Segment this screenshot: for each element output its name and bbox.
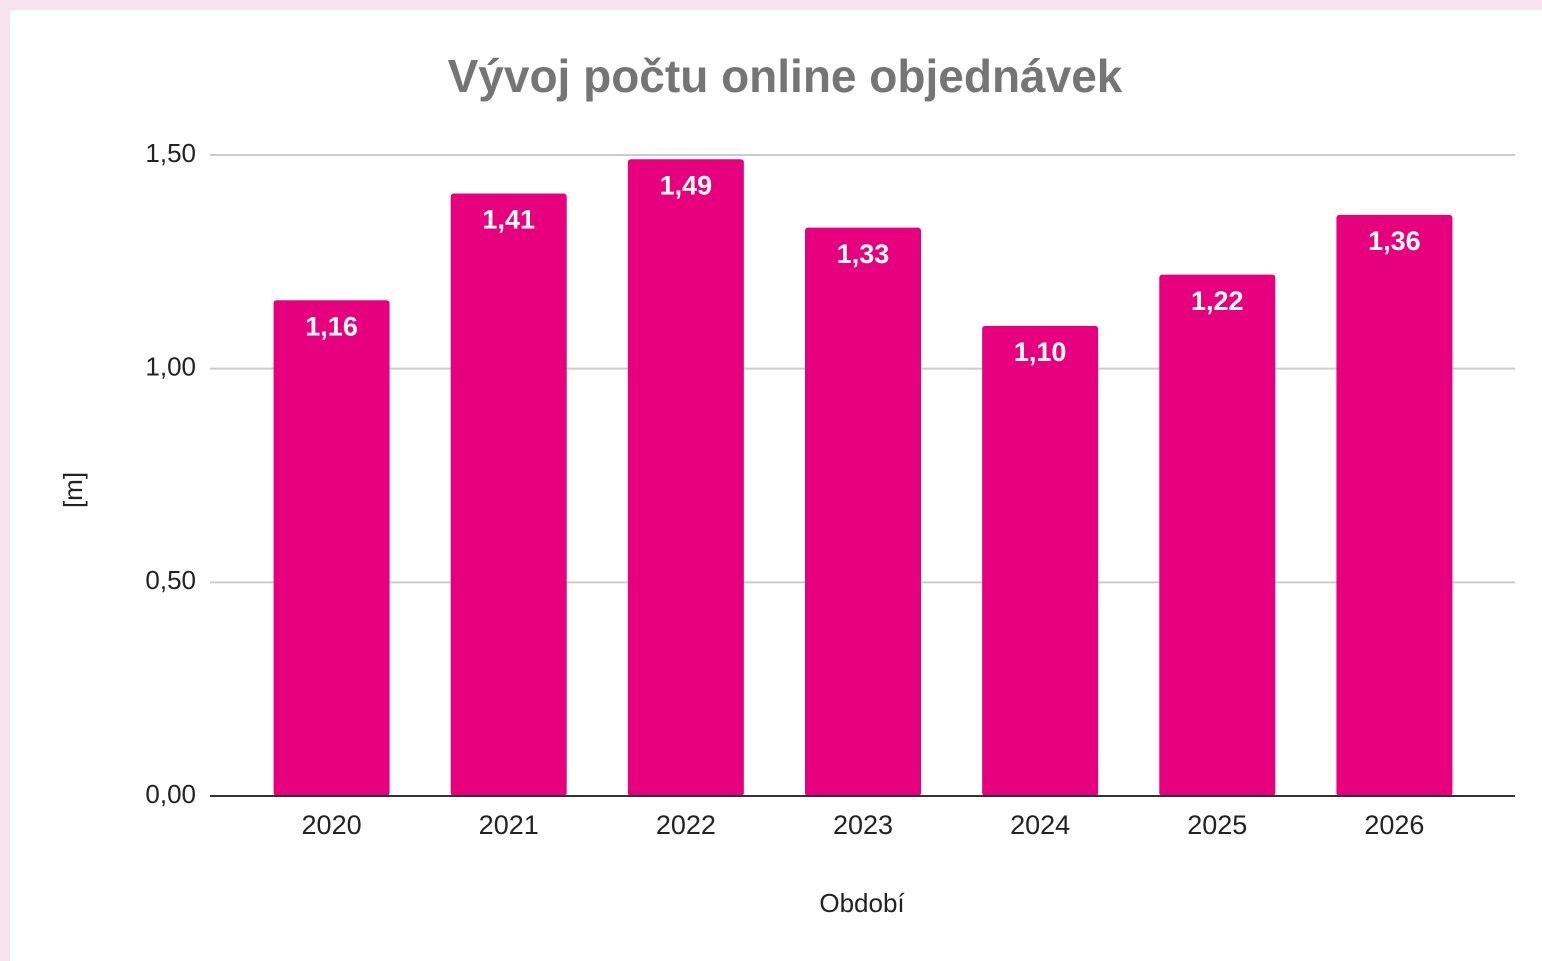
chart-background [10, 10, 1542, 961]
y-axis-title: [m] [58, 472, 88, 508]
data-label: 1,16 [305, 311, 358, 341]
y-tick-label: 0,50 [145, 565, 196, 595]
bar [450, 193, 567, 796]
y-tick-label: 1,50 [145, 138, 196, 168]
chart-title: Vývoj počtu online objednávek [448, 50, 1123, 102]
data-label: 1,10 [1014, 337, 1067, 367]
x-tick-label: 2020 [302, 810, 362, 840]
bar [982, 325, 1099, 796]
bar [1159, 274, 1276, 796]
x-tick-label: 2022 [656, 810, 716, 840]
x-axis-title: Období [819, 888, 905, 918]
bar [273, 300, 390, 796]
y-tick-label: 1,00 [145, 352, 196, 382]
data-label: 1,49 [660, 170, 713, 200]
x-tick-label: 2021 [479, 810, 539, 840]
data-label: 1,36 [1368, 226, 1421, 256]
x-tick-label: 2023 [833, 810, 893, 840]
bar [627, 159, 744, 797]
y-tick-label: 0,00 [145, 779, 196, 809]
data-label: 1,33 [837, 239, 890, 269]
bar [805, 227, 921, 796]
data-label: 1,41 [482, 205, 535, 235]
x-tick-label: 2024 [1010, 810, 1070, 840]
x-tick-label: 2025 [1187, 810, 1247, 840]
x-tick-label: 2026 [1364, 810, 1424, 840]
data-label: 1,22 [1191, 286, 1244, 316]
bar [1336, 214, 1453, 796]
